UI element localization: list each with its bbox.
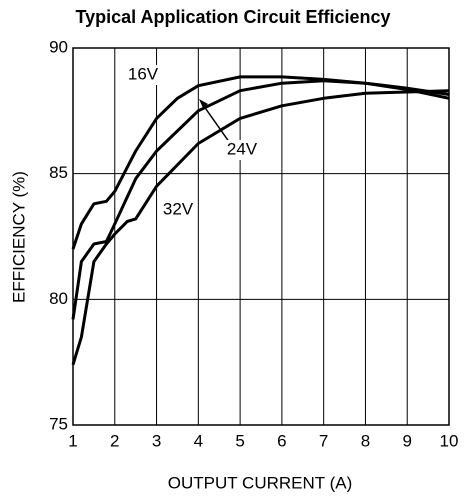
x-tick-label: 10	[440, 431, 459, 450]
label-background	[160, 200, 196, 220]
label-background	[224, 140, 260, 160]
chart-title: Typical Application Circuit Efficiency	[75, 7, 390, 27]
series-line	[71, 75, 450, 250]
x-tick-label: 3	[152, 431, 161, 450]
series-line	[71, 89, 450, 366]
y-tick-label: 75	[49, 414, 68, 433]
x-tick-label: 6	[277, 431, 286, 450]
x-tick-label: 9	[402, 431, 411, 450]
x-axis-label: OUTPUT CURRENT (A)	[168, 473, 353, 492]
y-tick-label: 90	[49, 37, 68, 56]
series-label: 32V	[163, 199, 194, 218]
y-tick-label: 80	[49, 289, 68, 308]
y-axis-label: EFFICIENCY (%)	[9, 171, 28, 303]
x-tick-label: 8	[361, 431, 370, 450]
series-line	[71, 79, 450, 320]
y-tick-label: 85	[49, 163, 68, 182]
x-tick-label: 5	[235, 431, 244, 450]
label-background	[125, 65, 161, 85]
annotation-arrow	[200, 101, 233, 147]
x-tick-label: 4	[194, 431, 203, 450]
x-tick-label: 7	[319, 431, 328, 450]
x-tick-label: 1	[68, 431, 77, 450]
series-label: 16V	[128, 64, 159, 83]
series-label: 24V	[227, 139, 258, 158]
x-tick-label: 2	[110, 431, 119, 450]
plot-frame	[72, 47, 450, 426]
